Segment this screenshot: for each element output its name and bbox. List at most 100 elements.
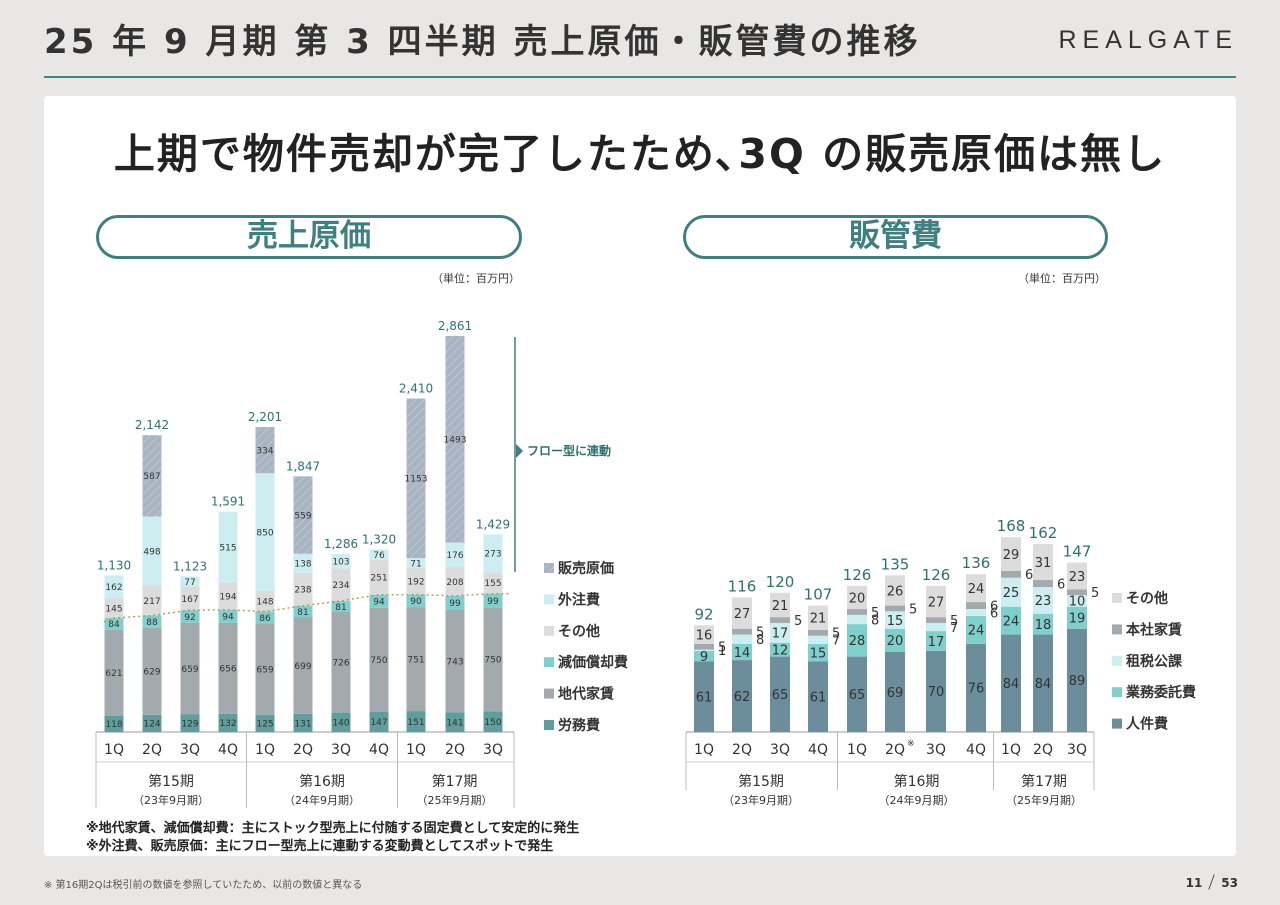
bar-segment-2 [293,605,313,618]
bar-segment-3 [369,559,389,595]
bar-segment-3 [142,585,162,616]
bar-value-label: 77 [184,578,195,588]
sga-unit-label: （単位：百万円） [1018,272,1106,285]
footnote: ※ 第16期2Qは税引前の数値を参照していたため、以前の数値と異なる [44,880,363,891]
bar-value-label: 559 [294,511,311,521]
bar-value-label: 155 [484,579,501,589]
bar-value-label: 273 [484,550,501,560]
sga-section-title: 販管費 [683,215,1108,259]
page-total: 53 [1221,876,1238,890]
bar-segment-0 [293,713,313,732]
bar-value-label: 118 [105,720,122,730]
bar-segment-1 [293,617,313,714]
bar-value-label: 92 [184,613,195,623]
legend-swatch [544,720,554,730]
bar-segment-4 [255,473,275,592]
bar-value-label: 167 [181,595,198,605]
bar-value-label: 129 [181,719,198,729]
legend-label: 減価償却費 [558,654,628,671]
flow-bracket-arrow [516,444,523,458]
bar-value-label: 138 [294,560,311,570]
bar-segment-4 [331,554,351,569]
bar-segment-2 [369,594,389,608]
bar-value-label: 194 [219,593,236,603]
bar-segment-0 [369,711,389,732]
bar-segment-3 [293,572,313,606]
bar-value-label: 217 [143,597,160,607]
period-label: 第16期 [299,773,345,790]
bar-segment-4 [483,534,503,573]
legend-swatch [544,657,554,668]
x-tick-label: 2Q [142,742,162,758]
bar-total-label: 2,410 [399,381,433,395]
bar-value-label: 621 [105,669,122,679]
bar-value-label: 234 [332,581,349,591]
legend-swatch [544,688,554,699]
bar-value-label: 71 [410,559,421,569]
page-title: 25 年 9 月期 第 3 四半期 売上原価・販管費の推移 [44,22,921,62]
bar-segment-4 [445,542,465,568]
x-tick-label: 1Q [104,742,124,758]
bar-segment-4 [369,549,389,560]
flow-label: フロー型に連動 [527,443,611,458]
page-current: 11 [1185,876,1203,890]
bar-segment-0 [445,712,465,732]
legend-label: 販売原価 [558,560,614,577]
bar-segment-4 [218,511,238,583]
bar-value-label: 81 [335,603,346,613]
x-tick-label: 2Q [445,742,465,758]
bar-value-label: 1493 [444,436,467,446]
bar-value-label: 587 [143,472,160,482]
bar-segment-4 [406,558,426,569]
bar-segment-1 [255,623,275,715]
bar-value-label: 94 [222,613,234,623]
bar-segment-2 [218,609,238,623]
bar-value-label: 124 [143,720,160,730]
bar-segment-1 [369,607,389,712]
bar-value-label: 1153 [405,475,428,485]
bar-segment-3 [406,568,426,595]
bar-segment-2 [483,593,503,608]
note-fixed-cost: ※地代家賃、減価償却費：主にストック型売上に付随する固定費として安定的に発生 [86,821,580,836]
x-tick-label: 3Q [331,742,351,758]
x-tick-label: 3Q [180,742,200,758]
bar-segment-5 [293,476,313,554]
bar-value-label: 238 [294,586,311,596]
bar-segment-0 [180,714,200,732]
legend-label: その他 [558,623,600,640]
period-sublabel: （25年9月期） [417,793,493,807]
bar-value-label: 750 [484,656,501,666]
bar-value-label: 148 [256,598,273,608]
bar-segment-1 [104,629,124,716]
bar-value-label: 176 [446,551,463,561]
bar-total-label: 2,861 [438,319,472,333]
bar-value-label: 251 [370,574,387,584]
bar-value-label: 132 [219,719,236,729]
bar-total-label: 1,123 [173,559,207,573]
bar-segment-2 [104,618,124,630]
legend-label: 外注費 [558,591,600,608]
bar-segment-3 [445,567,465,596]
x-tick-label: 4Q [218,742,238,758]
bar-segment-0 [406,711,426,732]
bar-segment-1 [406,607,426,712]
period-label: 第15期 [148,773,194,790]
bar-segment-1 [483,607,503,712]
bar-value-label: 86 [259,614,271,624]
x-tick-label: 1Q [255,742,275,758]
page-number: 11 53 [1186,874,1238,890]
bar-segment-4 [180,576,200,587]
bar-total-label: 1,320 [362,532,396,546]
bar-segment-4 [104,575,124,598]
fixed-cost-trend-line [103,592,510,623]
title-divider [44,76,1236,78]
bar-value-label: 76 [373,551,385,561]
bar-value-label: 125 [256,720,273,730]
bar-value-label: 726 [332,659,349,669]
bar-total-label: 1,286 [324,537,358,551]
bar-total-label: 1,591 [211,495,245,509]
bar-segment-2 [142,615,162,628]
bar-segment-1 [218,622,238,714]
bar-value-label: 743 [446,657,463,667]
